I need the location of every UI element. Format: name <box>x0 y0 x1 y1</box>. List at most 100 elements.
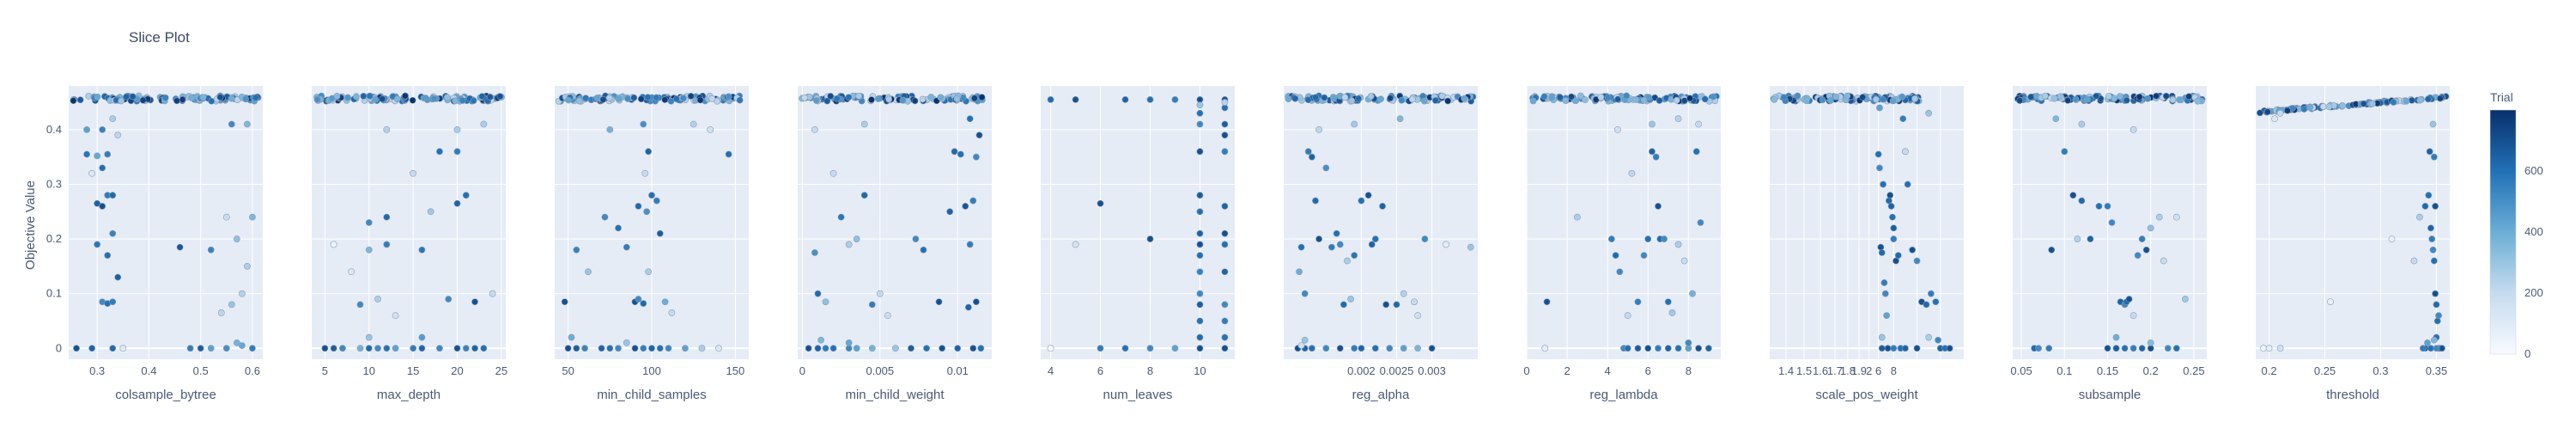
scatter-point <box>1368 241 1376 248</box>
scatter-point <box>1221 301 1229 309</box>
scatter-point <box>2263 108 2271 116</box>
x-tick-label: 100 <box>642 364 661 377</box>
scatter-point <box>393 95 401 103</box>
scatter-point <box>811 249 818 256</box>
scatter-point <box>2185 93 2193 101</box>
scatter-point <box>2069 192 2077 199</box>
colorbar: Trial 0 200 400 600 <box>2489 90 2543 360</box>
scatter-point <box>2078 197 2086 205</box>
scatter-point <box>656 229 664 237</box>
scatter-point <box>238 342 246 349</box>
scatter-point <box>1347 296 1354 303</box>
scatter-point <box>1348 97 1356 105</box>
scatter-point <box>966 241 974 248</box>
panels-layer: 0 0.1 0.2 0.3 0.4 0.3 0.4 0.5 0.6 colsample_bytre… <box>46 86 2450 402</box>
scatter-point <box>436 148 443 156</box>
scatter-point <box>2084 95 2091 103</box>
y-tick-label: 0.1 <box>46 287 62 300</box>
x-tick-label: 0.0025 <box>1380 364 1414 377</box>
scatter-point <box>2147 224 2154 232</box>
scatter-point <box>2061 148 2069 156</box>
scatter-point <box>365 246 373 254</box>
panel-subsample: 0.05 0.1 0.15 0.2 0.25 subsample <box>2010 86 2207 402</box>
scatter-point <box>951 148 958 156</box>
x-tick-label: 0.1 <box>2057 364 2072 377</box>
scatter-point <box>2433 345 2440 352</box>
scatter-point <box>207 345 215 352</box>
scatter-point <box>1925 109 1933 117</box>
x-tick-label: 0.5 <box>193 364 209 377</box>
scatter-point <box>222 213 230 221</box>
scatter-point <box>321 345 329 352</box>
scatter-point <box>1628 169 1636 177</box>
x-axis-title: max_depth <box>377 388 440 402</box>
scatter-point <box>365 345 373 352</box>
scatter-point <box>1301 336 1309 344</box>
scatter-point <box>207 246 215 254</box>
scatter-point <box>1336 241 1344 248</box>
scatter-point <box>1878 333 1886 341</box>
scatter-point <box>2419 345 2427 352</box>
scatter-point <box>109 345 117 352</box>
scatter-point <box>1879 95 1886 103</box>
scatter-point <box>2134 252 2142 260</box>
scatter-point <box>1886 192 1894 199</box>
scatter-point <box>2129 345 2137 352</box>
scatter-point <box>2153 92 2160 100</box>
y-axis-title: Objective Value <box>23 180 38 270</box>
scatter-point <box>1911 95 1919 102</box>
scatter-point <box>1171 345 1179 352</box>
scatter-point <box>885 95 892 103</box>
x-tick-label: 0.002 <box>1347 364 1376 377</box>
scatter-point <box>946 208 954 216</box>
scatter-point <box>954 345 962 352</box>
scatter-point <box>937 94 945 101</box>
x-tick-label: 150 <box>726 364 745 377</box>
scatter-point <box>2172 345 2180 352</box>
scatter-point <box>1285 95 1292 102</box>
scatter-point <box>1674 241 1682 248</box>
scatter-point <box>656 345 664 352</box>
scatter-point <box>2136 93 2143 101</box>
colorbar-tick-label: 400 <box>2524 225 2543 238</box>
scatter-point <box>478 93 486 100</box>
scatter-point <box>1680 257 1688 265</box>
x-tick-label: 0.35 <box>2426 364 2447 377</box>
x-tick-label: 4 <box>1048 364 1054 377</box>
scatter-point <box>1047 345 1054 352</box>
scatter-point <box>233 235 240 242</box>
scatter-point <box>420 95 428 101</box>
scatter-point <box>409 96 416 104</box>
x-tick-label: 0.4 <box>141 364 156 377</box>
scatter-point <box>696 96 704 104</box>
scatter-point <box>1171 96 1179 103</box>
scatter-point <box>2104 203 2111 210</box>
scatter-point <box>2429 246 2437 254</box>
scatter-point <box>1097 345 1104 352</box>
panel-min_child_samples: 50 100 150 min_child_samples <box>555 86 749 402</box>
x-axis-title: num_leaves <box>1103 388 1173 402</box>
y-tick-label: 0.4 <box>46 123 62 136</box>
scatter-point <box>1340 301 1347 309</box>
scatter-point <box>1304 148 1312 156</box>
x-tick-label: 0.003 <box>1418 364 1446 377</box>
scatter-point <box>129 93 137 101</box>
scatter-point <box>1925 333 1933 341</box>
x-tick-label: 1.7 <box>1827 364 1843 377</box>
scatter-point <box>829 169 837 177</box>
scatter-point <box>1297 342 1305 349</box>
scatter-point <box>2284 107 2291 114</box>
scatter-point <box>2430 336 2438 344</box>
scatter-point <box>2439 345 2445 352</box>
panel-reg_lambda: 0 2 4 6 8 reg_lambda <box>1523 86 1721 402</box>
scatter-point <box>445 296 453 303</box>
scatter-point <box>1645 94 1653 101</box>
scatter-point <box>356 345 364 352</box>
scatter-point <box>874 95 882 102</box>
scatter-point <box>605 95 613 101</box>
scatter-point <box>707 125 714 133</box>
scatter-point <box>1652 153 1660 161</box>
colorbar-bar <box>2489 109 2517 355</box>
scatter-point <box>123 93 130 101</box>
scatter-point <box>640 300 647 308</box>
